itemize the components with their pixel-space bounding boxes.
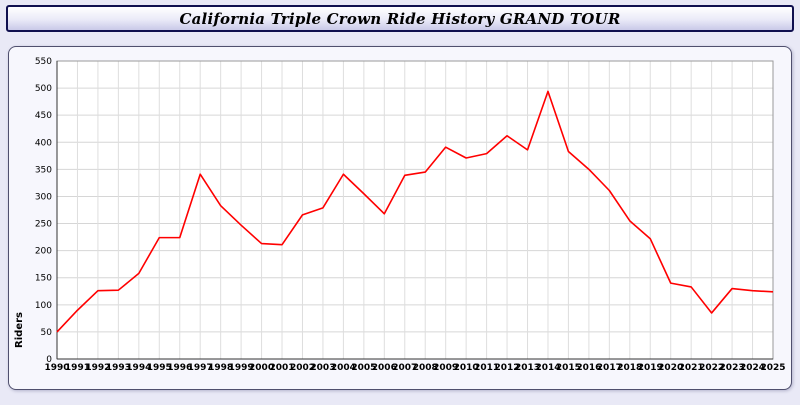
x-tick-label: 2013 [515,363,540,373]
plot-area [57,61,773,359]
x-tick-label: 2014 [535,363,560,373]
x-tick-label: 1999 [229,363,254,373]
x-tick-label: 1993 [106,363,131,373]
title-bar: California Triple Crown Ride History GRA… [6,5,794,32]
y-tick-label: 350 [35,165,52,175]
x-tick-label: 2008 [413,363,438,373]
y-tick-label: 550 [35,57,52,67]
x-tick-label: 1995 [147,363,172,373]
x-tick-label: 1992 [85,363,110,373]
x-tick-label: 2006 [372,363,397,373]
x-tick-label: 1990 [44,363,69,373]
x-tick-label: 2025 [760,363,785,373]
x-tick-label: 2020 [658,363,683,373]
x-tick-label: 2012 [495,363,520,373]
x-tick-label: 2011 [474,363,499,373]
y-tick-label: 250 [35,220,52,230]
x-tick-label: 2001 [269,363,294,373]
x-tick-label: 2002 [290,363,315,373]
x-tick-label: 2023 [720,363,745,373]
x-tick-label: 2003 [310,363,335,373]
x-tick-label: 1996 [167,363,192,373]
x-tick-label: 2015 [556,363,581,373]
x-tick-label: 2024 [740,363,765,373]
x-tick-label: 2007 [392,363,417,373]
x-tick-label: 2017 [597,363,622,373]
x-tick-label: 1994 [126,363,151,373]
riders-series-line [56,90,774,333]
ride-history-line-chart: 0501001502002503003504004505005501990199… [35,57,786,373]
x-tick-label: 2005 [351,363,376,373]
y-tick-label: 400 [35,138,52,148]
page-title: California Triple Crown Ride History GRA… [179,9,621,28]
y-tick-label: 500 [35,84,52,94]
x-tick-label: 2018 [617,363,642,373]
y-tick-label: 450 [35,111,52,121]
x-tick-label: 2019 [638,363,663,373]
x-tick-label: 2021 [679,363,704,373]
chart-panel: Riders 0 50 100 150 200 250 300 350 400 450 500 550… [8,46,792,390]
x-tick-label: 2010 [454,363,479,373]
x-tick-label: 2009 [433,363,458,373]
y-tick-label: 50 [41,328,53,338]
x-tick-label: 2000 [249,363,274,373]
y-tick-label: 200 [35,247,52,257]
x-tick-label: 1991 [65,363,90,373]
x-tick-label: 2022 [699,363,724,373]
x-tick-label: 1997 [188,363,213,373]
y-tick-label: 100 [35,301,52,311]
y-tick-label: 0 [46,355,52,365]
y-tick-label: 300 [35,192,52,202]
y-tick-label: 150 [35,274,52,284]
x-tick-label: 1998 [208,363,233,373]
x-tick-label: 2016 [576,363,601,373]
x-tick-label: 2004 [331,363,356,373]
